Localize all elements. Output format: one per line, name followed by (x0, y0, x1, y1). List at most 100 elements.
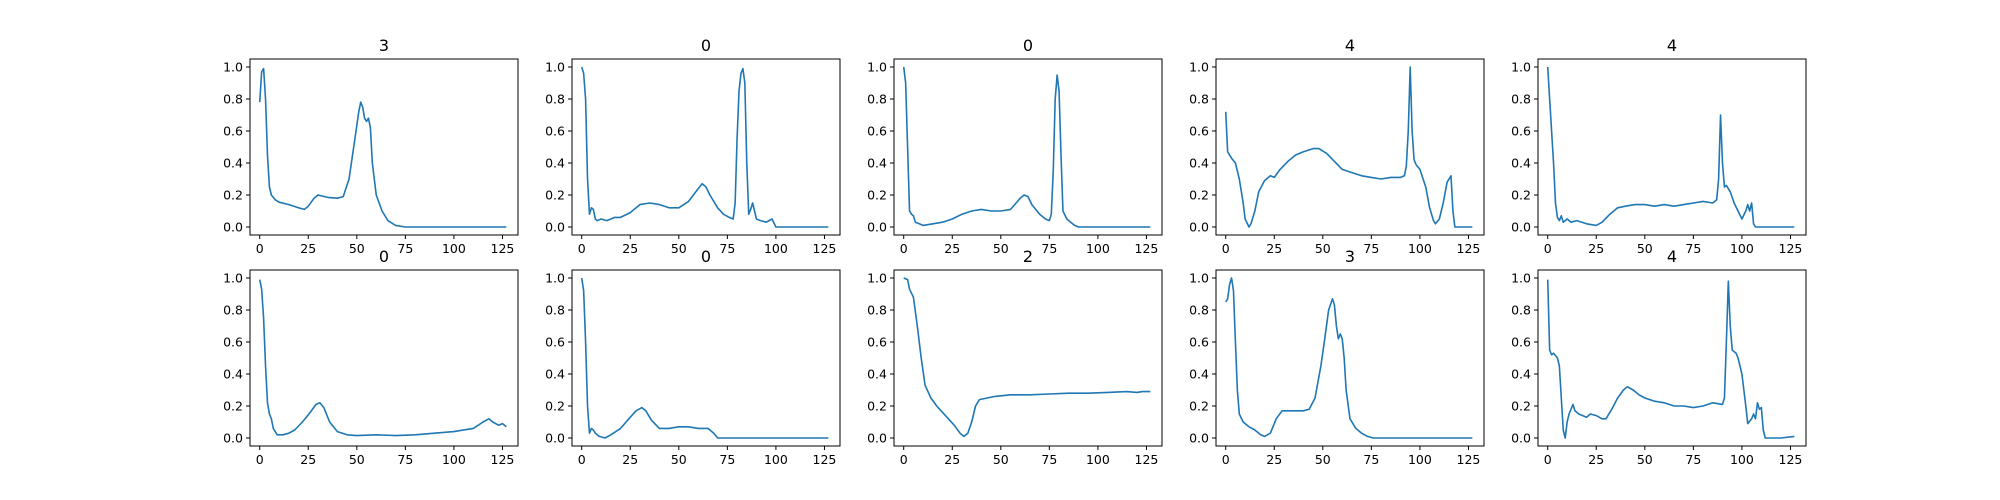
x-tick-label: 75 (397, 452, 413, 467)
subplot-6: 0 0 25 50 75 100 125 0.0 0.2 0.4 0.6 0.8 1.0 (223, 247, 519, 467)
y-tick-label: 0.0 (1511, 220, 1531, 235)
subplot-1: 3 0 25 50 75 100 125 0.0 0.2 0.4 0.6 0.8 1.0 (223, 36, 519, 256)
y-tick-label: 0.4 (223, 367, 243, 382)
x-tick-label: 50 (671, 241, 687, 256)
x-tick-label: 100 (442, 241, 466, 256)
subplot-title: 4 (1667, 247, 1677, 266)
y-tick-label: 0.6 (867, 335, 887, 350)
x-tick-label: 100 (1408, 241, 1432, 256)
y-tick-label: 0.8 (1511, 303, 1531, 318)
x-tick-label: 50 (349, 452, 365, 467)
subplot-4: 4 0 25 50 75 100 125 0.0 0.2 0.4 0.6 0.8 1.0 (1189, 36, 1485, 256)
y-tick-label: 0.0 (867, 220, 887, 235)
axes-frame (571, 58, 841, 236)
x-tick-label: 100 (1086, 452, 1110, 467)
x-tick-label: 50 (1315, 241, 1331, 256)
x-tick-label: 25 (622, 241, 638, 256)
y-tick-label: 0.0 (1511, 431, 1531, 446)
y-tick-label: 1.0 (545, 60, 565, 75)
x-tick-label: 125 (491, 452, 515, 467)
y-tick-label: 0.0 (1189, 220, 1209, 235)
x-tick-label: 0 (900, 452, 908, 467)
x-tick-label: 50 (993, 452, 1009, 467)
axes-frame (893, 58, 1163, 236)
y-tick-label: 0.0 (223, 431, 243, 446)
y-tick-label: 0.6 (1189, 124, 1209, 139)
x-tick-label: 100 (1086, 241, 1110, 256)
x-tick-label: 0 (900, 241, 908, 256)
series-line (580, 66, 829, 228)
subplot-title: 0 (1023, 36, 1033, 55)
x-tick-label: 75 (1685, 241, 1701, 256)
subplot-5: 4 0 25 50 75 100 125 0.0 0.2 0.4 0.6 0.8 1.0 (1511, 36, 1807, 256)
series-line (1546, 279, 1795, 439)
axes-frame (1537, 58, 1807, 236)
x-tick-label: 25 (1588, 241, 1604, 256)
y-tick-label: 0.2 (867, 188, 887, 203)
x-tick-label: 100 (1730, 452, 1754, 467)
y-tick-label: 0.8 (1189, 92, 1209, 107)
axes-frame (249, 269, 519, 447)
subplot-7: 0 0 25 50 75 100 125 0.0 0.2 0.4 0.6 0.8 1.0 (545, 247, 841, 467)
x-tick-label: 100 (1408, 452, 1432, 467)
y-tick-label: 0.4 (867, 367, 887, 382)
series-line (902, 66, 1151, 228)
x-tick-label: 25 (622, 452, 638, 467)
x-tick-label: 0 (1544, 241, 1552, 256)
y-tick-label: 0.2 (545, 399, 565, 414)
y-tick-label: 0.8 (223, 92, 243, 107)
x-tick-label: 50 (1637, 241, 1653, 256)
x-tick-label: 75 (1041, 241, 1057, 256)
subplot-title: 4 (1667, 36, 1677, 55)
x-tick-label: 75 (1363, 241, 1379, 256)
y-tick-label: 1.0 (545, 271, 565, 286)
x-tick-label: 125 (491, 241, 515, 256)
y-tick-label: 1.0 (223, 271, 243, 286)
y-tick-label: 0.2 (867, 399, 887, 414)
y-tick-label: 0.4 (545, 156, 565, 171)
x-tick-label: 0 (578, 241, 586, 256)
x-tick-label: 25 (1266, 452, 1282, 467)
y-tick-label: 0.4 (223, 156, 243, 171)
x-tick-label: 0 (1222, 452, 1230, 467)
y-tick-label: 0.6 (223, 335, 243, 350)
y-tick-label: 0.2 (223, 188, 243, 203)
x-tick-label: 50 (1637, 452, 1653, 467)
x-tick-label: 125 (1135, 452, 1159, 467)
axes-frame (1537, 269, 1807, 447)
subplot-title: 4 (1345, 36, 1355, 55)
x-tick-label: 0 (578, 452, 586, 467)
x-tick-label: 75 (397, 241, 413, 256)
axes-frame (249, 58, 519, 236)
y-tick-label: 0.4 (1189, 367, 1209, 382)
x-tick-label: 100 (442, 452, 466, 467)
x-tick-label: 125 (1779, 452, 1803, 467)
x-tick-label: 125 (1135, 241, 1159, 256)
x-tick-label: 25 (300, 241, 316, 256)
series-line (1546, 66, 1795, 228)
y-tick-label: 0.6 (1511, 124, 1531, 139)
x-tick-label: 25 (944, 241, 960, 256)
x-tick-label: 25 (1588, 452, 1604, 467)
x-tick-label: 25 (1266, 241, 1282, 256)
series-line (580, 277, 829, 439)
subplot-title: 0 (379, 247, 389, 266)
x-tick-label: 100 (764, 241, 788, 256)
x-tick-label: 100 (764, 452, 788, 467)
y-tick-label: 0.8 (867, 92, 887, 107)
y-tick-label: 1.0 (1511, 271, 1531, 286)
subplot-title: 3 (1345, 247, 1355, 266)
axes-frame (893, 269, 1163, 447)
y-tick-label: 0.4 (1189, 156, 1209, 171)
y-tick-label: 1.0 (1511, 60, 1531, 75)
y-tick-label: 0.4 (1511, 367, 1531, 382)
y-tick-label: 0.2 (1511, 399, 1531, 414)
x-tick-label: 50 (671, 452, 687, 467)
subplot-9: 3 0 25 50 75 100 125 0.0 0.2 0.4 0.6 0.8 1.0 (1189, 247, 1485, 467)
x-tick-label: 100 (1730, 241, 1754, 256)
y-tick-label: 0.6 (545, 335, 565, 350)
x-tick-label: 125 (813, 241, 837, 256)
y-tick-label: 0.4 (545, 367, 565, 382)
